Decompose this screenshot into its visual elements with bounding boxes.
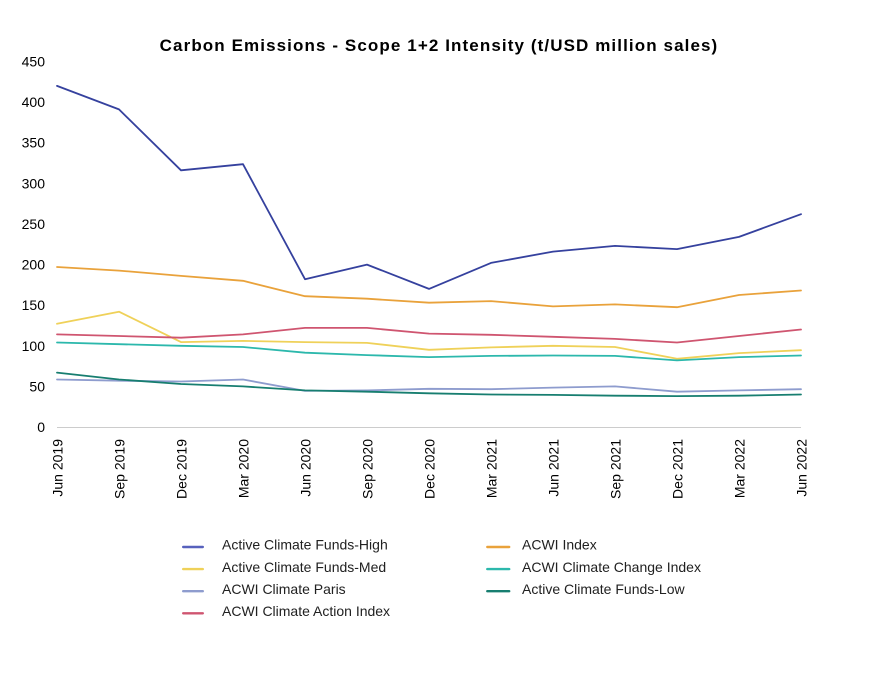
svg-text:50: 50	[29, 378, 45, 394]
svg-text:0: 0	[37, 419, 45, 435]
svg-text:Carbon Emissions - Scope 1+2 I: Carbon Emissions - Scope 1+2 Intensity (…	[160, 36, 719, 55]
svg-text:Mar 2021: Mar 2021	[484, 439, 500, 498]
svg-text:ACWI Index: ACWI Index	[522, 537, 597, 553]
svg-text:250: 250	[22, 216, 46, 232]
svg-text:Active Climate Funds-Low: Active Climate Funds-Low	[522, 581, 686, 597]
svg-text:Sep 2021: Sep 2021	[608, 439, 624, 499]
svg-text:350: 350	[22, 135, 46, 151]
svg-text:Jun 2019: Jun 2019	[50, 439, 66, 497]
svg-text:200: 200	[22, 257, 46, 273]
svg-text:Jun 2021: Jun 2021	[546, 439, 562, 497]
svg-text:Jun 2020: Jun 2020	[298, 439, 314, 497]
svg-text:Dec 2019: Dec 2019	[174, 439, 190, 499]
svg-text:450: 450	[22, 54, 46, 70]
svg-text:Jun 2022: Jun 2022	[794, 439, 810, 497]
svg-text:Sep 2019: Sep 2019	[112, 439, 128, 499]
svg-text:Mar 2022: Mar 2022	[732, 439, 748, 498]
svg-text:Active Climate Funds-Med: Active Climate Funds-Med	[222, 559, 386, 575]
svg-text:ACWI Climate Change Index: ACWI Climate Change Index	[522, 559, 701, 575]
svg-text:Mar 2020: Mar 2020	[236, 439, 252, 498]
svg-text:Active Climate Funds-High: Active Climate Funds-High	[222, 537, 388, 553]
svg-text:300: 300	[22, 175, 46, 191]
svg-text:ACWI Climate Action Index: ACWI Climate Action Index	[222, 603, 390, 619]
svg-text:Dec 2021: Dec 2021	[670, 439, 686, 499]
svg-text:100: 100	[22, 338, 46, 354]
svg-text:Sep 2020: Sep 2020	[360, 439, 376, 499]
svg-text:ACWI Climate Paris: ACWI Climate Paris	[222, 581, 346, 597]
svg-text:150: 150	[22, 297, 46, 313]
svg-text:Dec 2020: Dec 2020	[422, 439, 438, 499]
svg-text:400: 400	[22, 94, 46, 110]
